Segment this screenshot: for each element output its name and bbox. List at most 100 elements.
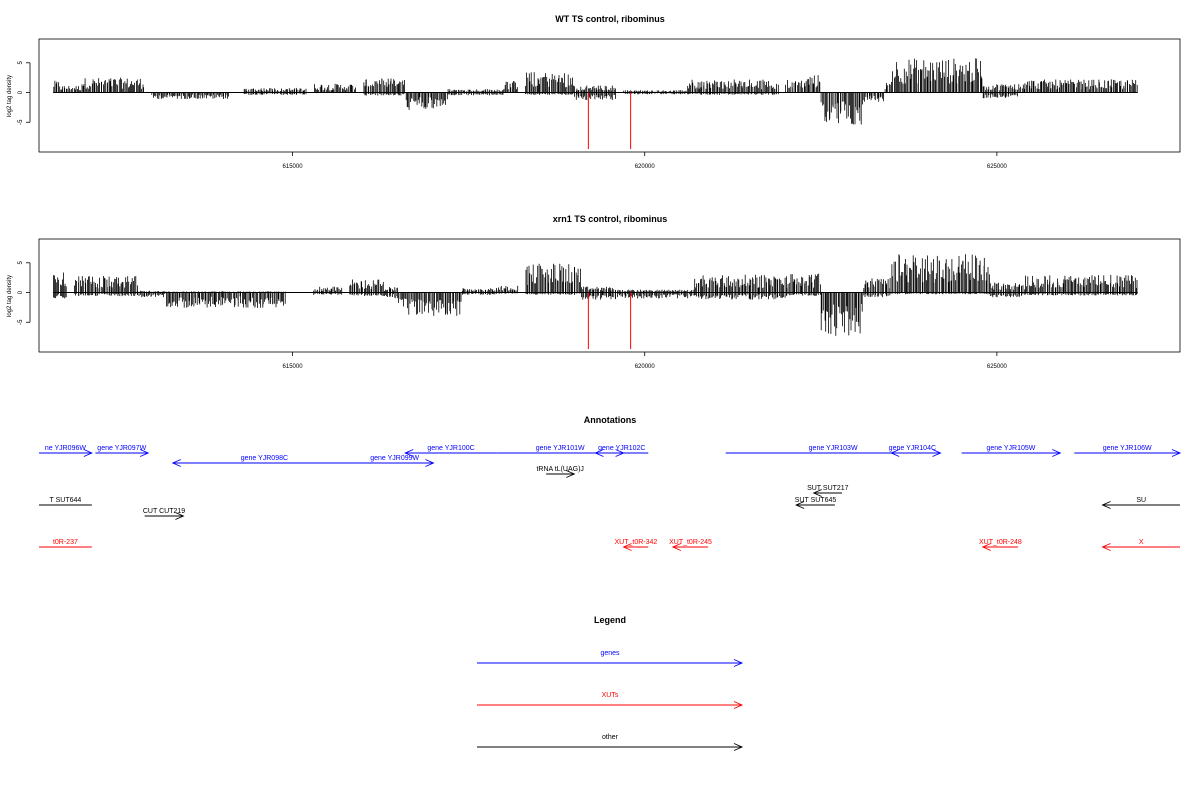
annotation-feature: XUT_t0R-342: [615, 539, 658, 551]
arrow-right-icon: [733, 659, 744, 667]
feature-label: XUT_t0R-248: [979, 539, 1022, 546]
annotation-feature: CUT CUT219: [143, 508, 185, 520]
legend-label: XUTs: [602, 692, 619, 699]
arrow-right-icon: [1171, 449, 1182, 457]
density-bars: [53, 58, 1138, 125]
feature-label: SUT SUT217: [807, 485, 849, 492]
feature-label: gene YJR100C: [427, 445, 474, 452]
arrow-left-icon: [981, 543, 991, 551]
feature-label: gene YJR097W: [97, 445, 146, 452]
arrow-right-icon: [175, 512, 185, 520]
wt-density-panel: WT TS control, ribominus log2 tag densit…: [7, 14, 1181, 170]
feature-label: XUT_t0R-342: [615, 539, 658, 546]
annotation-feature: SU: [1101, 497, 1180, 509]
annotation-feature: XUT_t0R-248: [979, 539, 1022, 551]
feature-label: gene YJR099W: [370, 455, 419, 462]
marker-lines: [587, 292, 632, 350]
arrow-right-icon: [1052, 449, 1062, 457]
legend-label: other: [602, 734, 619, 741]
y-axis: -5 0 5: [18, 60, 31, 125]
y-tick-label: -5: [18, 119, 24, 125]
annotation-feature: XUT_t0R-245: [669, 539, 712, 551]
feature-label: gene YJR101W: [536, 445, 585, 452]
plot-frame: [38, 238, 1181, 353]
y-axis-label: log2 tag density: [7, 75, 13, 117]
feature-label: gene YJR103W: [809, 445, 858, 452]
plot-frame: [38, 38, 1181, 153]
annotation-feature: gene YJR106W: [1074, 445, 1182, 457]
annotation-feature: gene YJR097W: [95, 445, 150, 457]
y-tick-label: 0: [18, 290, 24, 294]
arrow-right-icon: [83, 449, 93, 457]
arrow-right-icon: [733, 743, 744, 751]
arrow-left-icon: [812, 489, 822, 497]
feature-label: XUT_t0R-245: [669, 539, 712, 546]
arrow-left-icon: [795, 501, 805, 509]
feature-label: t0R-237: [53, 539, 78, 546]
legend-title: Legend: [594, 615, 626, 625]
density-bars: [53, 254, 1138, 336]
annotations-title: Annotations: [584, 415, 637, 425]
legend: Legend genes XUTs other: [477, 615, 744, 751]
feature-label: gene YJR102C: [598, 445, 645, 452]
arrow-right-icon: [139, 449, 150, 457]
panel-title: WT TS control, ribominus: [555, 14, 665, 24]
marker-lines: [587, 92, 632, 150]
feature-label: SU: [1136, 497, 1146, 504]
arrow-left-icon: [622, 543, 632, 551]
x-tick-label: 625000: [987, 164, 1008, 170]
annotation-feature: gene YJR100C: [404, 445, 497, 457]
x-tick-label: 615000: [283, 364, 304, 370]
x-axis: 615000 620000 625000: [283, 352, 1008, 370]
y-tick-label: 5: [18, 260, 24, 264]
arrow-left-icon: [594, 449, 604, 457]
arrow-left-icon: [1101, 501, 1111, 509]
annotation-feature: SUT SUT645: [795, 497, 837, 509]
arrow-left-icon: [890, 449, 900, 457]
annotations-track: Annotations ne YJR096W gene YJR097W gene Y…: [39, 415, 1182, 551]
annotation-feature: ne YJR096W: [39, 445, 93, 457]
annotation-feature: gene YJR099W: [355, 455, 435, 467]
feature-label: CUT CUT219: [143, 508, 185, 515]
legend-items: genes XUTs other: [477, 650, 744, 751]
x-tick-label: 625000: [987, 364, 1008, 370]
arrow-left-icon: [1101, 543, 1111, 551]
legend-item: XUTs: [477, 692, 744, 709]
x-tick-label: 615000: [283, 164, 304, 170]
feature-label: gene YJR106W: [1103, 445, 1152, 452]
x-axis: 615000 620000 625000: [283, 152, 1008, 170]
feature-label: gene YJR105W: [987, 445, 1036, 452]
panel-title: xrn1 TS control, ribominus: [553, 214, 668, 224]
annotation-feature: t0R-237: [39, 539, 92, 548]
arrow-left-icon: [404, 449, 414, 457]
y-axis-label: log2 tag density: [7, 275, 13, 317]
arrow-right-icon: [932, 449, 942, 457]
annotation-feature: gene YJR105W: [961, 445, 1062, 457]
y-tick-label: 0: [18, 90, 24, 94]
legend-item: other: [477, 734, 744, 751]
feature-label: ne YJR096W: [45, 445, 87, 452]
feature-label: gene YJR098C: [241, 455, 288, 462]
xrn1-density-panel: xrn1 TS control, ribominus log2 tag dens…: [7, 214, 1181, 370]
feature-label: gene YJR104C: [889, 445, 936, 452]
x-tick-label: 620000: [635, 164, 656, 170]
feature-label: T SUT644: [50, 497, 82, 504]
annotation-feature: gene YJR104C: [889, 445, 936, 457]
feature-label: tRNA tL(UAG)J: [536, 466, 583, 473]
arrow-right-icon: [566, 470, 576, 478]
legend-label: genes: [600, 650, 620, 657]
annotation-feature: gene YJR098C: [171, 455, 356, 467]
annotation-feature: gene YJR102C: [594, 445, 649, 457]
y-tick-label: 5: [18, 60, 24, 64]
feature-label: SUT SUT645: [795, 497, 837, 504]
arrow-right-icon: [733, 701, 744, 709]
annotation-feature: SUT SUT217: [807, 485, 849, 497]
y-axis: -5 0 5: [18, 260, 31, 325]
arrow-right-icon: [425, 459, 435, 467]
arrow-left-icon: [671, 543, 682, 551]
arrow-left-icon: [171, 459, 182, 467]
annotation-feature: T SUT644: [39, 497, 92, 506]
legend-item: genes: [477, 650, 744, 667]
